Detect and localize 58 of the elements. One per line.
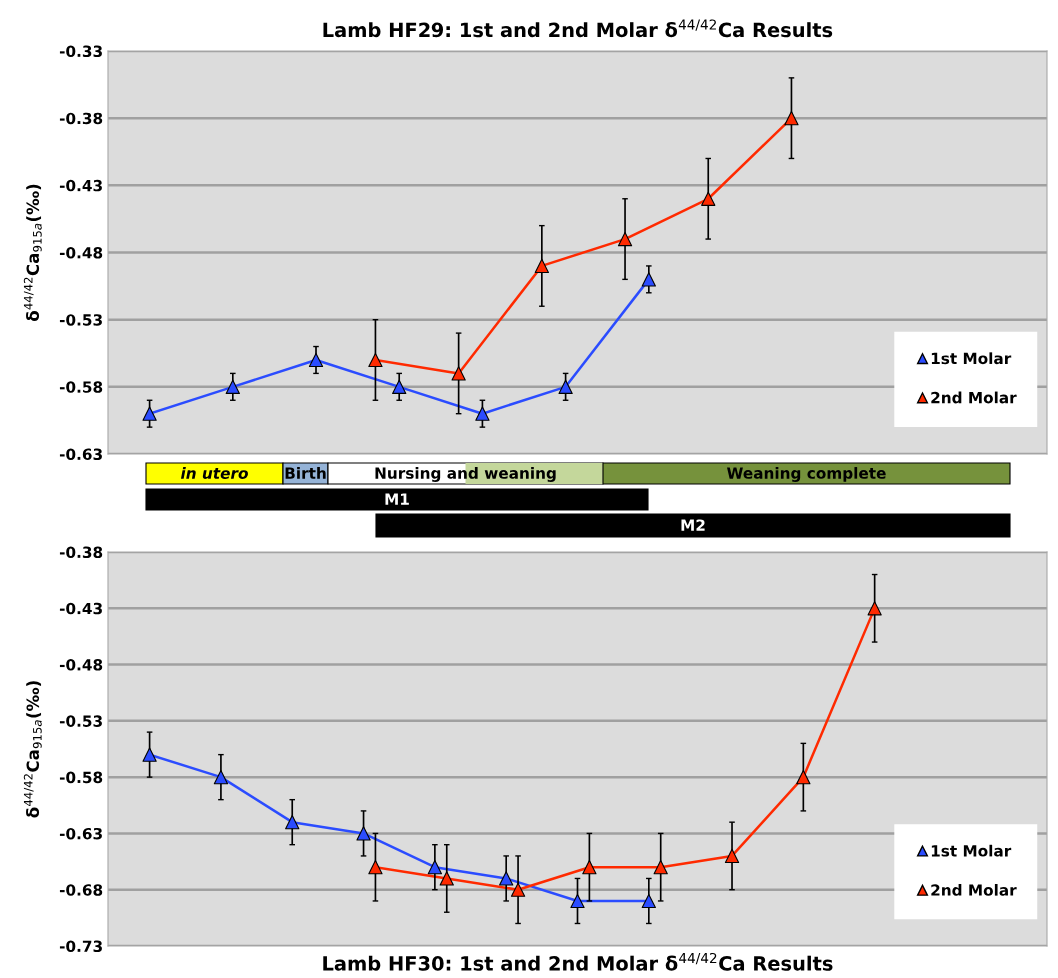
text: M2 (681, 519, 705, 531)
point (213, 770, 229, 785)
point (368, 352, 383, 368)
point (534, 258, 549, 274)
point (724, 848, 740, 864)
point (796, 770, 811, 785)
point (392, 379, 407, 394)
chart-title: Lamb HF29: 1st and 2nd Molar δ$^{44/42}$Ca Results (323, 19, 833, 38)
point (701, 191, 716, 206)
point (558, 379, 573, 394)
point (867, 601, 882, 616)
point (451, 366, 466, 381)
y-tick-label: -0.48 (59, 659, 103, 671)
point (475, 406, 490, 421)
point (142, 406, 157, 421)
point (285, 815, 300, 830)
text: Nursing and weaning (375, 467, 556, 482)
y-tick-label: -0.68 (59, 884, 103, 896)
y-tick-label: -0.58 (59, 771, 103, 784)
point (570, 893, 585, 909)
text: Lamb HF30: 1st and 2nd Molar δ$^{44/42}$Ca Results (323, 952, 833, 971)
point (653, 860, 668, 875)
legend-label: 2nd Molar (931, 884, 1017, 896)
y-axis-title: δ$^{44/42}$Ca$_{915a}$(‰) (23, 681, 42, 818)
point (641, 893, 656, 909)
y-tick-label: -0.48 (59, 246, 103, 259)
point (499, 871, 514, 886)
text: Birth (285, 467, 326, 479)
legend-label: 2nd Molar (931, 391, 1017, 404)
y-tick-label: -0.33 (59, 45, 102, 58)
text: in utero (180, 467, 248, 479)
y-tick-label: -0.38 (59, 112, 103, 125)
y-tick-label: -0.58 (59, 381, 103, 393)
point (641, 272, 656, 287)
point (308, 352, 324, 368)
y-tick-label: -0.43 (59, 179, 102, 192)
point (439, 871, 454, 886)
y-axis-title: δ$^{44/42}$Ca$_{915a}$(‰) (23, 184, 42, 322)
y-tick-label: -0.73 (59, 940, 102, 953)
point (784, 111, 799, 126)
point (356, 826, 371, 841)
point (225, 379, 240, 394)
y-tick-label: -0.43 (59, 602, 102, 615)
y-tick-label: -0.63 (59, 448, 102, 461)
point (582, 860, 597, 875)
y-tick-label: -0.53 (59, 314, 102, 326)
point (510, 882, 526, 897)
point (617, 231, 633, 247)
text: Weaning complete (727, 467, 886, 482)
point (368, 860, 383, 875)
y-tick-label: -0.53 (59, 715, 102, 727)
y-tick-label: -0.38 (59, 546, 103, 559)
y-tick-label: -0.63 (59, 827, 102, 840)
legend-label: 1st Molar (931, 844, 1012, 857)
legend-label: 1st Molar (931, 352, 1012, 365)
point (142, 747, 157, 762)
point (427, 860, 443, 875)
text: M1 (385, 493, 409, 505)
